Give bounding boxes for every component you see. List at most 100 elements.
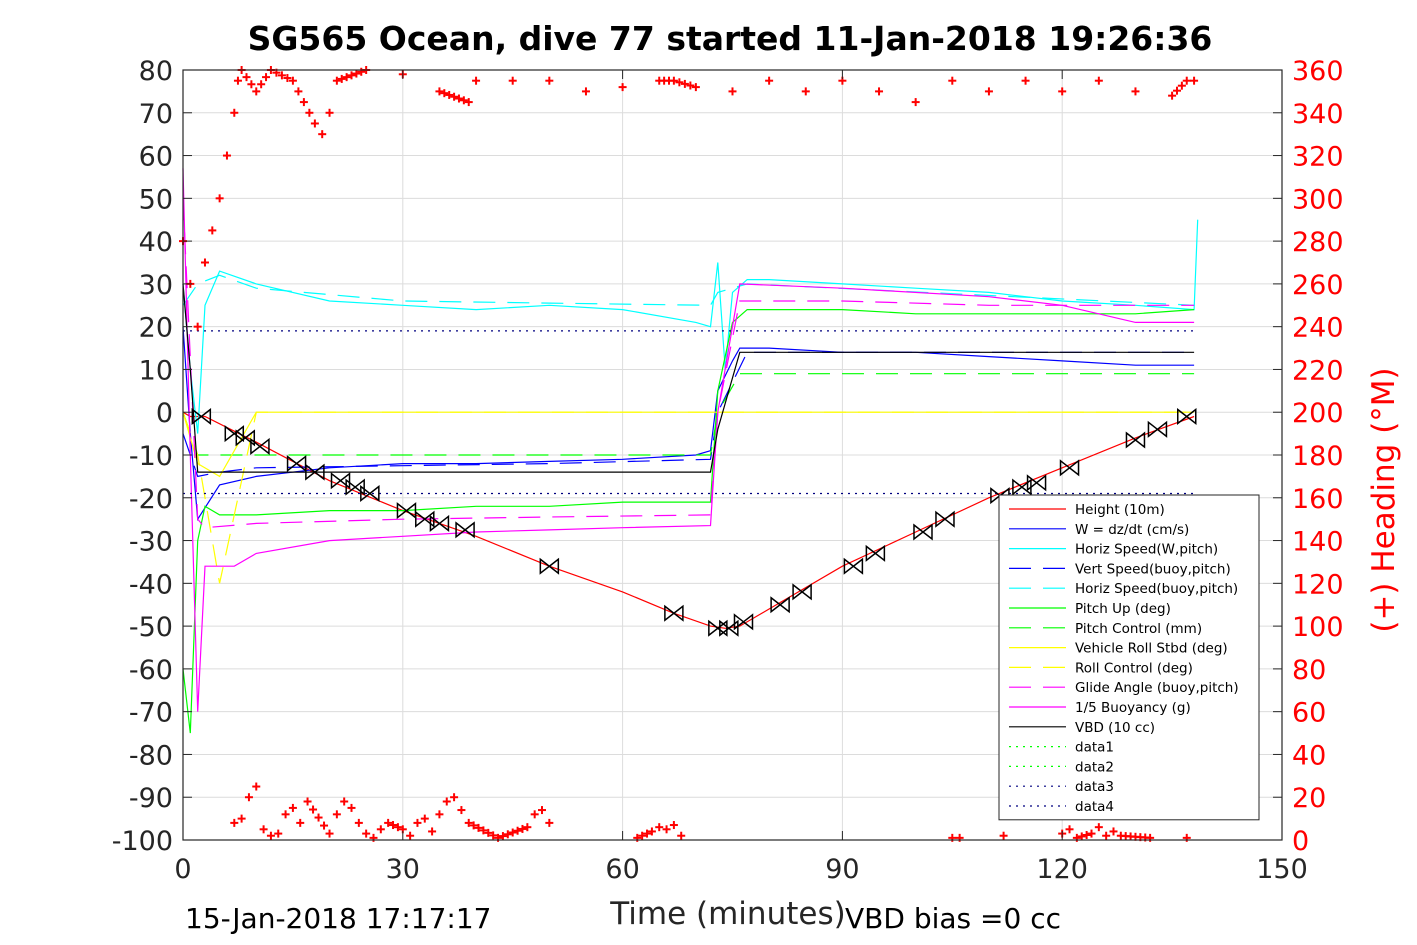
heading-point (1109, 827, 1118, 836)
vbd-marker-right (1185, 407, 1197, 426)
heading-point (332, 810, 341, 819)
y-tick-label: -60 (129, 655, 173, 686)
legend-label: Glide Angle (buoy,pitch) (1075, 680, 1239, 696)
vbd-marker-left (1059, 459, 1071, 477)
heading-point (299, 98, 308, 107)
vbd-marker-left (250, 437, 262, 455)
heading-point (318, 130, 327, 139)
x-tick-label: 150 (1256, 854, 1308, 885)
legend-label: data4 (1075, 799, 1114, 815)
heading-point (523, 823, 532, 832)
legend-label: Vehicle Roll Stbd (deg) (1075, 641, 1228, 657)
heading-point (230, 108, 239, 117)
vbd-marker-right (258, 437, 270, 455)
vbd-marker (345, 478, 365, 496)
y-tick-label: 10 (139, 355, 173, 386)
vbd-marker (360, 484, 380, 503)
vbd-marker-left (1012, 478, 1024, 496)
heading-point (450, 793, 459, 802)
vbd-marker (455, 521, 475, 539)
heading-point (801, 87, 810, 96)
vbd-marker-left (1026, 474, 1038, 492)
y2-tick-label: 280 (1292, 227, 1344, 258)
heading-point (305, 108, 314, 117)
vbd-marker (770, 596, 790, 614)
heading-point (1058, 87, 1067, 96)
legend-label: Horiz Speed(buoy,pitch) (1075, 581, 1238, 597)
heading-point (347, 803, 356, 812)
heading-point (262, 73, 271, 82)
heading-point (337, 74, 346, 83)
heading-point (314, 813, 323, 822)
heading-point (618, 83, 627, 92)
x-tick-label: 120 (1036, 854, 1088, 885)
heading-point (274, 829, 283, 838)
y-tick-label: -80 (129, 740, 173, 771)
series-line-horiz-speed-w-pitch (182, 219, 1199, 434)
legend-label: 1/5 Buoyancy (g) (1075, 700, 1191, 716)
footer-timestamp: 15-Jan-2018 17:17:17 (185, 902, 491, 935)
heading-point (222, 151, 231, 160)
vbd-marker-right (1035, 474, 1047, 492)
heading-point (303, 797, 312, 806)
y-tick-label: -100 (112, 826, 173, 857)
heading-point (193, 322, 202, 331)
vbd-marker-left (429, 514, 441, 532)
legend-label: Height (10m) (1075, 502, 1165, 518)
heading-point (454, 94, 463, 103)
heading-point (948, 76, 957, 85)
vbd-marker-right (727, 619, 739, 637)
series-line-w-dz-dt-cm-s (182, 326, 1195, 522)
heading-point (1177, 81, 1186, 90)
y-tick-label: 30 (139, 270, 173, 301)
heading-point (545, 76, 554, 85)
vbd-marker (1125, 431, 1146, 449)
vbd-marker-left (415, 510, 427, 528)
y-tick-label: -50 (129, 612, 173, 643)
y-tick-label: -10 (129, 441, 173, 472)
vbd-marker (539, 557, 560, 575)
vbd-marker (224, 425, 245, 443)
vbd-marker-right (742, 613, 754, 631)
y-tick-label: 20 (139, 313, 173, 344)
heading-point (1094, 823, 1103, 832)
y2-tick-label: 120 (1292, 569, 1344, 600)
vbd-marker-right (313, 463, 325, 481)
heading-point (647, 827, 656, 836)
vbd-marker-right (244, 429, 256, 447)
vbd-marker-right (852, 557, 864, 575)
vbd-marker (191, 407, 212, 426)
vbd-marker (913, 523, 933, 541)
vbd-marker-right (368, 484, 380, 503)
heading-point (309, 805, 318, 814)
heading-point (669, 76, 678, 85)
heading-point (655, 823, 664, 832)
vbd-marker-left (1177, 407, 1188, 426)
heading-point (450, 92, 459, 101)
heading-point (320, 821, 329, 830)
heading-point (230, 818, 239, 827)
vbd-marker-right (463, 521, 475, 539)
heading-point (354, 818, 363, 827)
heading-point (638, 831, 647, 840)
heading-point (669, 821, 678, 830)
heading-point (662, 825, 671, 834)
vbd-marker-left (539, 557, 551, 575)
heading-point (728, 87, 737, 96)
vbd-marker (1147, 420, 1168, 438)
heading-point (362, 829, 371, 838)
vbd-marker-right (200, 407, 212, 426)
legend-label: Pitch Control (mm) (1075, 621, 1202, 637)
vbd-marker (250, 437, 270, 455)
vbd-marker-left (286, 455, 298, 473)
heading-point (310, 119, 319, 128)
heading-point (472, 76, 481, 85)
heading-point (445, 90, 454, 99)
x-tick-label: 30 (386, 854, 420, 885)
y-tick-label: -40 (129, 569, 173, 600)
heading-point (1021, 76, 1030, 85)
series-line-horiz-speed-buoy-pitch (182, 274, 1195, 306)
y-tick-label: -30 (129, 527, 173, 558)
vbd-marker (733, 613, 754, 631)
vbd-marker (1177, 407, 1197, 426)
